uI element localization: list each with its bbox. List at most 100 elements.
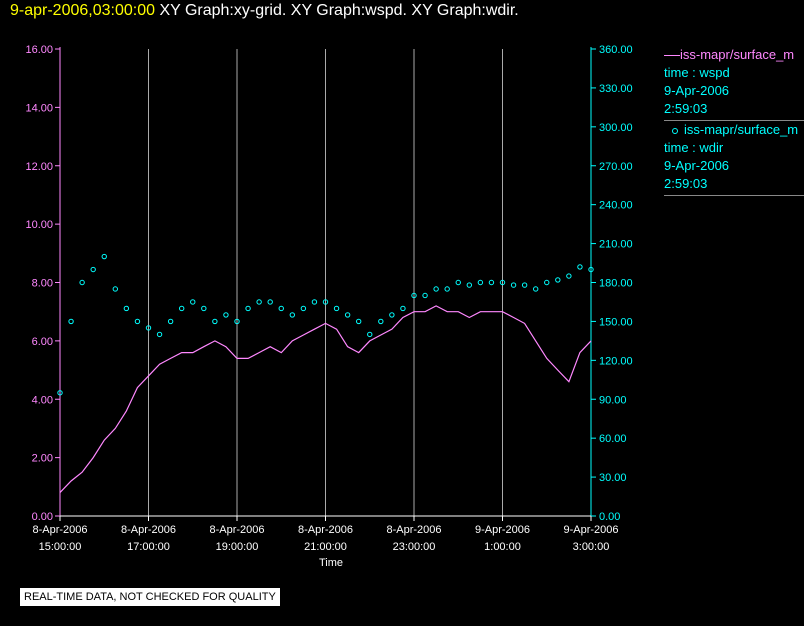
wdir-point [499, 279, 506, 286]
wdir-point [588, 266, 594, 273]
wdir-point [57, 390, 63, 396]
legend-series-name: iss-mapr/surface_m [684, 122, 799, 137]
title-graph-list: XY Graph:xy-grid. XY Graph:wspd. XY Grap… [159, 2, 519, 19]
wdir-point [532, 286, 539, 292]
left-tick-label: 8.00 [32, 278, 53, 290]
wdir-point [344, 312, 351, 318]
wdir-point [190, 299, 196, 305]
wdir-point [444, 286, 450, 292]
x-tick-date: 8-Apr-2006 [298, 524, 353, 536]
left-tick-label: 16.00 [25, 44, 53, 56]
wdir-point [256, 299, 262, 305]
wdir-point [333, 305, 340, 312]
left-tick-label: 0.00 [32, 511, 53, 523]
wdir-point [488, 279, 495, 286]
wdir-point [510, 282, 517, 288]
x-tick-time: 1:00:00 [484, 541, 521, 553]
x-tick-time: 19:00:00 [216, 541, 259, 553]
wdir-point [212, 318, 218, 325]
left-tick-label: 14.00 [25, 102, 53, 114]
title-timestamp: 9-apr-2006,03:00:00 [10, 2, 155, 19]
legend-series-name: iss-mapr/surface_m [680, 47, 795, 62]
x-tick-time: 17:00:00 [127, 541, 170, 553]
wdir-point [145, 325, 152, 331]
right-axis: 0.00 30.00 60.00 90.00 120.00 150.00 180.00 210… [590, 44, 633, 523]
wdir-point [123, 305, 130, 312]
left-tick-label: 4.00 [32, 394, 53, 406]
wdir-point [521, 282, 528, 288]
wdir-point [112, 286, 119, 292]
right-tick-label: 150.00 [599, 316, 633, 328]
wdir-point [400, 305, 406, 312]
x-tick-date: 9-Apr-2006 [475, 524, 530, 536]
x-tick-time: 15:00:00 [39, 541, 82, 553]
quality-disclaimer: REAL-TIME DATA, NOT CHECKED FOR QUALITY [20, 588, 280, 606]
wdir-point [466, 282, 473, 288]
wdir-point [477, 279, 484, 286]
wdir-point [79, 279, 85, 286]
right-tick-label: 90.00 [599, 394, 627, 406]
wdir-point [267, 299, 273, 305]
circle-marker-icon [672, 127, 678, 134]
wdir-point [433, 286, 439, 292]
x-tick-date: 8-Apr-2006 [121, 524, 176, 536]
wdir-point [411, 292, 417, 299]
wdir-point [555, 277, 561, 283]
wdir-point [201, 305, 207, 312]
x-tick-time: 3:00:00 [573, 541, 610, 553]
x-tick-time: 23:00:00 [393, 541, 436, 553]
wdir-point [389, 312, 395, 318]
legend-field: time : wspd [664, 65, 730, 80]
wdir-point [68, 318, 74, 325]
wdir-point [544, 279, 550, 286]
wdir-point [566, 273, 572, 279]
legend-entry-wdir: iss-mapr/surface_m time : wdir 9-Apr-200… [664, 121, 804, 196]
wspd-series [59, 305, 592, 494]
wdir-point [223, 312, 229, 318]
right-tick-label: 120.00 [599, 355, 633, 367]
right-tick-label: 330.00 [599, 83, 633, 95]
right-tick-label: 60.00 [599, 433, 627, 445]
wdir-point [367, 331, 373, 338]
legend-date: 9-Apr-2006 [664, 83, 730, 98]
wdir-point [178, 305, 185, 312]
right-tick-label: 360.00 [599, 44, 633, 56]
right-tick-label: 210.00 [599, 239, 633, 251]
right-tick-label: 0.00 [599, 511, 620, 523]
wdir-point [311, 299, 318, 305]
right-tick-label: 30.00 [599, 472, 627, 484]
x-tick-date: 9-Apr-2006 [563, 524, 618, 536]
right-tick-label: 270.00 [599, 161, 633, 173]
wdir-point [167, 318, 174, 325]
right-tick-label: 180.00 [599, 278, 633, 290]
wdir-point [378, 318, 384, 325]
wdir-point [355, 318, 362, 325]
x-tick-time: 21:00:00 [304, 541, 347, 553]
line-swatch-icon [664, 55, 680, 57]
wdir-point [234, 318, 240, 325]
x-axis-label: Time [319, 557, 343, 569]
wdir-point [101, 253, 107, 260]
wspd-line [59, 305, 592, 494]
wdir-point [278, 305, 284, 312]
wdir-point [577, 264, 583, 270]
x-tick-date: 8-Apr-2006 [386, 524, 441, 536]
wdir-series [57, 253, 594, 396]
legend-time: 2:59:03 [664, 176, 708, 191]
wdir-point [245, 305, 251, 312]
x-tick-date: 8-Apr-2006 [32, 524, 87, 536]
legend-entry-wspd: iss-mapr/surface_m time : wspd 9-Apr-200… [664, 46, 804, 121]
left-tick-label: 6.00 [32, 336, 53, 348]
left-axis: 0.00 2.00 4.00 6.00 8.00 10.00 12.00 14.00 16.00 [25, 44, 61, 523]
wdir-point [455, 279, 461, 286]
x-axis: 8-Apr-2006 15:00:00 8-Apr-2006 17:00:00 8-Ap… [32, 515, 619, 553]
right-tick-label: 300.00 [599, 122, 633, 134]
legend: iss-mapr/surface_m time : wspd 9-Apr-200… [664, 46, 804, 196]
wdir-point [322, 299, 329, 305]
left-tick-label: 2.00 [32, 453, 53, 465]
wdir-point [134, 318, 141, 325]
left-tick-label: 12.00 [25, 161, 53, 173]
grid-lines [148, 49, 503, 516]
graph-title: 9-apr-2006,03:00:00 XY Graph:xy-grid. XY… [10, 2, 519, 20]
